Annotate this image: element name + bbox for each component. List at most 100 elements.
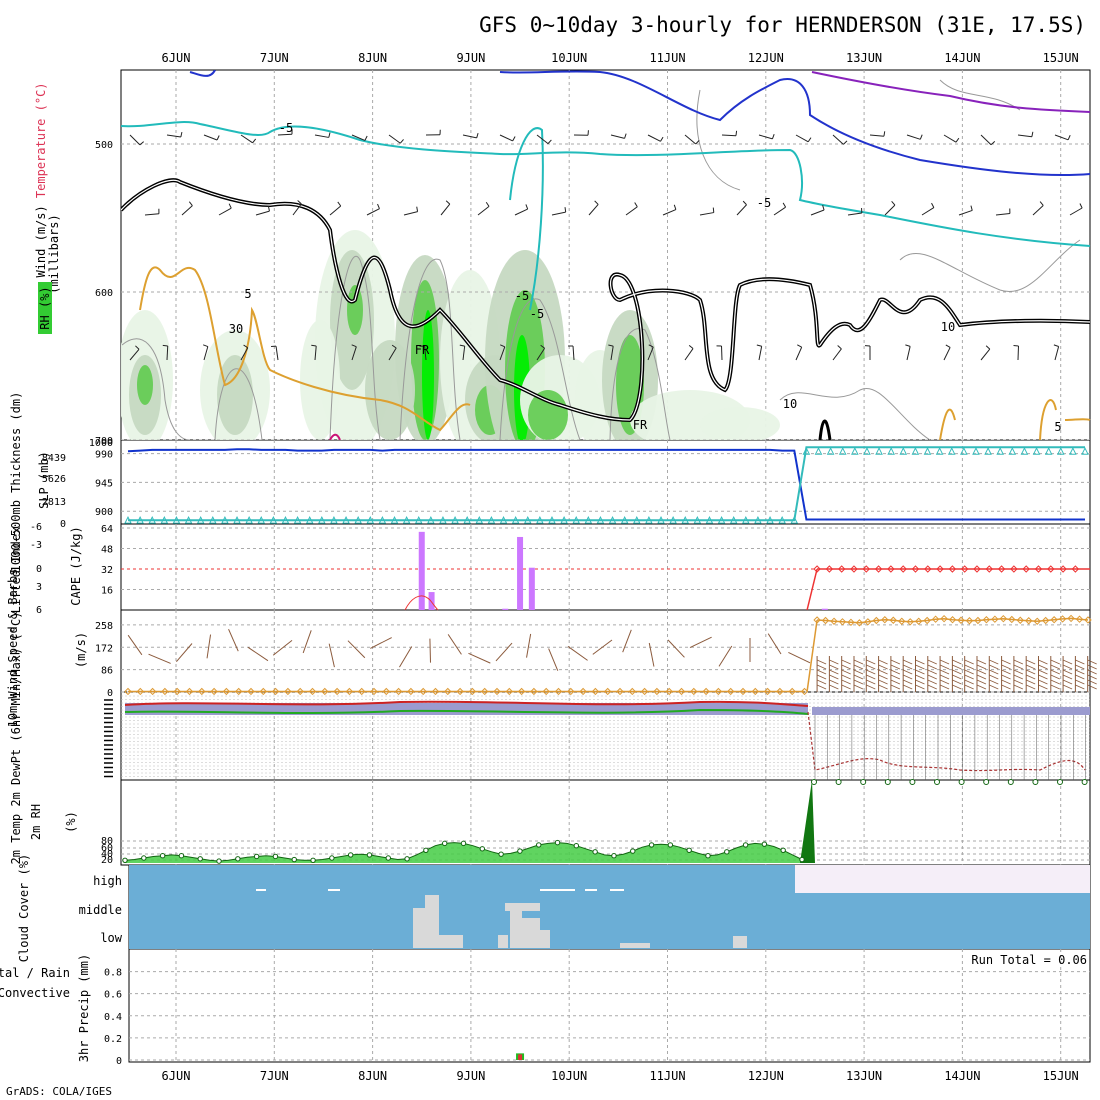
contour-label: 10 [941,320,955,334]
upper-wind-barb-flag [970,205,973,211]
upper-wind-barb [314,134,329,138]
rh2m-marker [686,847,692,854]
wind-marker [864,618,872,626]
upper-wind-barb [572,345,575,361]
thickness-marker [790,516,799,524]
upper-wind-barb [869,134,884,137]
upper-wind-barb [1032,205,1044,216]
upper-wind-barb [218,207,232,216]
thickness-marker [1008,447,1017,455]
wind-marker [889,616,897,624]
wind-barb-flag [866,659,876,665]
wind-barb-flag [866,674,876,680]
wind-barb-flag [1026,659,1036,665]
rh2m-marker [310,857,316,864]
li-marker [825,565,834,573]
upper-wind-barb [351,346,357,361]
upper-wind-barb-flag [931,202,935,208]
temp-contour-3 [499,70,1091,177]
upper-wind-barb [292,203,302,216]
li-marker [936,565,944,573]
cape-bar [528,567,535,610]
wind-barb-flag [841,664,851,670]
ylabel-rh: RH (%) [38,286,52,329]
li-marker [985,565,993,573]
wind-marker [788,687,796,696]
cloud-high-dash [610,889,624,891]
wind-barb-flag [1026,664,1036,670]
wind-marker [677,687,686,696]
wind-marker [284,687,292,696]
upper-wind-barb [610,134,625,139]
wind-marker [308,687,317,696]
upper-wind-barb-flag [337,201,342,207]
rh2m-marker [385,855,391,861]
thickness-marker [269,516,278,524]
wind-marker [198,687,206,696]
thickness-marker [463,516,471,524]
day-label-bottom: 15JUN [1043,1069,1079,1083]
upper-wind-barb-flag [202,344,209,348]
li-marker [973,565,981,573]
chart-title: GFS 0~10day 3-hourly for HERNDERSON (31E… [479,13,1086,37]
rh2m-marker [404,856,410,862]
li-marker [1022,565,1030,573]
rh2m-marker [884,779,891,785]
panel-frame-2 [120,523,1091,611]
wind-barb-flag [841,674,851,680]
day-label-bottom: 13JUN [846,1069,882,1083]
wind-barb-flag [890,664,901,670]
rh2m-marker [441,840,448,847]
wind-barb-10m [592,639,613,655]
li-marker [850,565,858,573]
wind-barb-flag [829,679,839,685]
rh2m-marker [159,852,166,859]
wind-marker [726,687,735,696]
wind-marker [991,615,999,623]
upper-wind-barb [1054,346,1060,361]
wind-marker [431,687,440,696]
upper-wind-barb-flag [252,138,257,144]
wind-marker [702,687,710,696]
rh-shade-25 [365,340,415,440]
wind-barb-flag [903,659,913,665]
wind-barb-flag [829,684,839,690]
li-tick-label: -3 [30,540,42,551]
thickness-marker [330,516,338,524]
wind-barb-flag [853,684,864,690]
ylabel-part: Temperature (°C) [34,82,48,198]
wind-marker [234,687,243,696]
wind-barb-10m [495,642,513,662]
wind-barb-flag [964,659,974,665]
li-marker [862,565,870,573]
cape-bar [502,608,509,610]
thickness-marker [657,516,665,524]
thickness-marker [184,516,193,524]
wind-marker [161,687,169,696]
upper-wind-barb [795,134,809,143]
wind-barb-flag [1050,669,1060,675]
upper-wind-barb [536,347,546,361]
upper-wind-barb [366,208,380,216]
wind-barb-flag [1062,674,1073,680]
wind-marker [1067,614,1075,623]
wind-barb-flag [1087,659,1097,665]
wind-jump [806,619,818,692]
upper-wind-barb [943,134,957,143]
wind-barb-10m [247,646,269,662]
rh-shade-24 [300,320,340,440]
wind-barb-10m [429,638,431,663]
thickness-marker [487,516,496,524]
li-marker [1071,565,1080,573]
wind-marker [394,687,403,696]
thickness-marker [996,447,1005,455]
upper-wind-barb [166,134,181,138]
li-marker [924,565,932,573]
day-label-top: 9JUN [456,51,485,65]
upper-wind-barb [795,347,803,361]
upper-wind-barb-flag [267,206,270,212]
thickness-tick-label: 2813 [42,497,66,508]
upper-wind-barb-flag [1079,203,1083,209]
rh2m-marker [554,839,561,846]
wind-marker [739,687,747,696]
